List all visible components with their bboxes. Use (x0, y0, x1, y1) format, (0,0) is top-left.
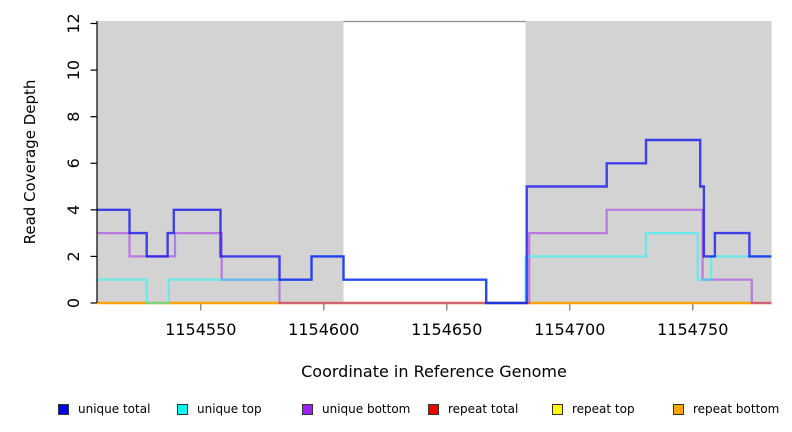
x-tick-label: 1154750 (657, 320, 728, 339)
shaded-region (525, 21, 772, 303)
legend-item: repeat bottom (673, 399, 779, 419)
legend-item: repeat total (428, 399, 518, 419)
x-tick-label: 1154550 (165, 320, 236, 339)
y-tick-label: 6 (64, 158, 83, 168)
series-line-unique-total (97, 138, 772, 305)
y-tick-label: 0 (64, 298, 83, 308)
legend-item: unique bottom (302, 399, 410, 419)
legend-swatch-icon (302, 403, 313, 415)
axes: 0 2 4 6 8 10 12 1154550 1154600 1154650 1154700 115… (64, 13, 772, 339)
y-tick-label: 10 (64, 60, 83, 80)
legend-label: unique total (78, 402, 151, 416)
legend-item: repeat top (552, 399, 635, 419)
legend-swatch-icon (673, 403, 684, 415)
y-tick-label: 8 (64, 112, 83, 122)
shaded-regions (97, 20, 772, 303)
legend-label: repeat total (448, 402, 519, 416)
chart-legend: unique total unique top unique bottom re… (0, 399, 792, 423)
legend-swatch-icon (552, 403, 563, 415)
x-axis-title: Coordinate in Reference Genome (301, 362, 567, 381)
legend-item: unique top (177, 399, 262, 419)
chart-canvas: 0 2 4 6 8 10 12 1154550 1154600 1154650 1154700 115… (21, 13, 772, 381)
y-tick-label: 4 (64, 205, 83, 215)
shaded-region (97, 21, 344, 303)
legend-swatch-icon (177, 403, 188, 415)
x-tick-label: 1154600 (288, 320, 359, 339)
x-tick-label: 1154700 (534, 320, 605, 339)
data-lines (97, 138, 772, 305)
legend-swatch-icon (428, 403, 439, 415)
x-tick-label: 1154650 (411, 320, 482, 339)
legend-label: unique top (197, 402, 262, 416)
y-tick-label: 2 (64, 251, 83, 261)
legend-label: repeat top (572, 402, 635, 416)
legend-label: unique bottom (322, 402, 411, 416)
y-axis-title: Read Coverage Depth (21, 80, 39, 245)
legend-item: unique total (58, 399, 150, 419)
legend-label: repeat bottom (693, 402, 780, 416)
y-tick-label: 12 (64, 13, 83, 33)
legend-swatch-icon (58, 403, 69, 415)
